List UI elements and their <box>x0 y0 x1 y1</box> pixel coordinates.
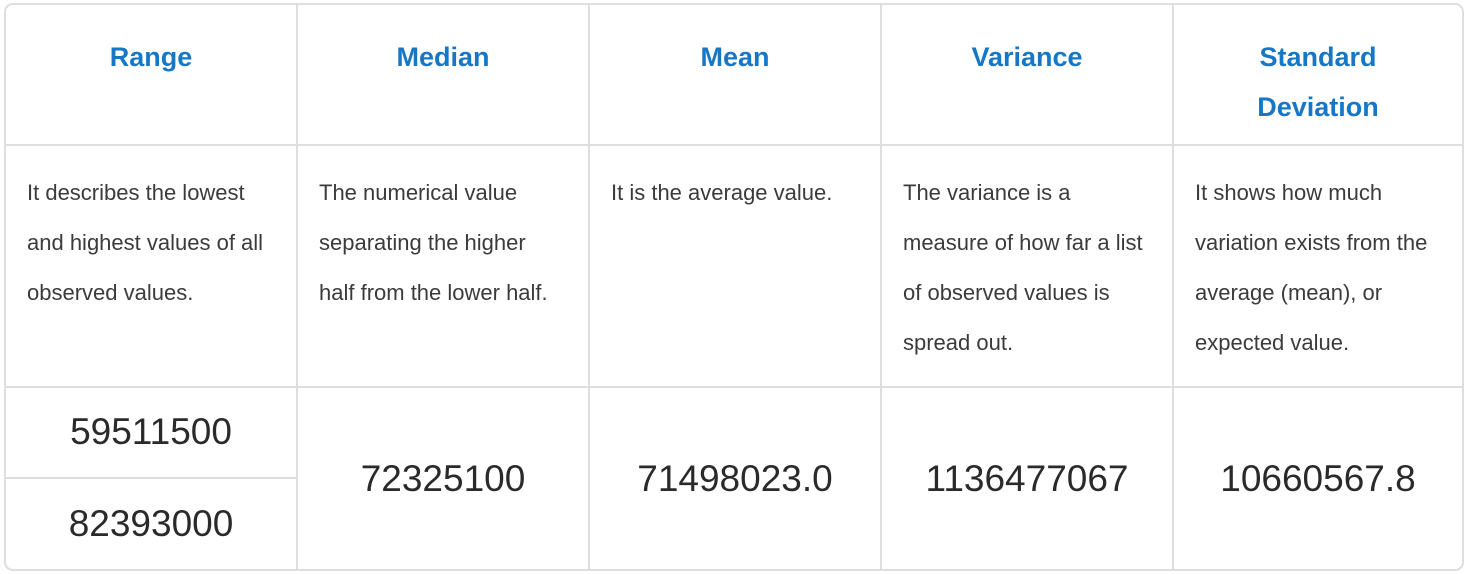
description-mean: It is the average value. <box>590 146 882 388</box>
description-variance: The variance is a measure of how far a l… <box>882 146 1174 388</box>
value-range: 59511500 82393000 <box>6 388 298 569</box>
statistics-table: Range Median Mean Variance Standard Devi… <box>4 3 1464 571</box>
value-variance: 1136477067 <box>882 388 1174 569</box>
value-range-high: 82393000 <box>68 502 234 544</box>
header-median: Median <box>298 5 590 146</box>
header-standard-deviation: Standard Deviation <box>1174 5 1462 146</box>
value-mean: 71498023.0 <box>590 388 882 569</box>
description-range: It describes the lowest and highest valu… <box>6 146 298 388</box>
value-standard-deviation: 10660567.8 <box>1220 457 1416 499</box>
header-variance: Variance <box>882 5 1174 146</box>
value-median: 72325100 <box>298 388 590 569</box>
header-mean: Mean <box>590 5 882 146</box>
header-range: Range <box>6 5 298 146</box>
value-range-low: 59511500 <box>6 388 296 479</box>
description-standard-deviation: It shows how much variation exists from … <box>1174 146 1462 388</box>
description-median: The numerical value separating the highe… <box>298 146 590 388</box>
